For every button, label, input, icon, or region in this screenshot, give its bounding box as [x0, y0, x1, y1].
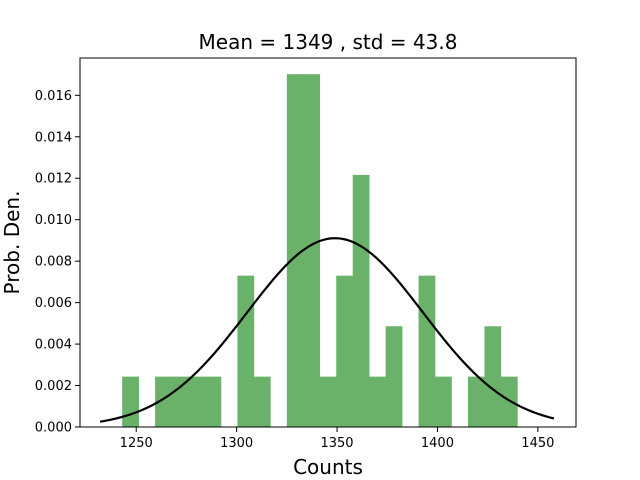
plot-frame [79, 57, 577, 428]
y-tick-label: 0.016 [35, 89, 72, 104]
histogram-bar [418, 275, 436, 427]
histogram-bar [369, 376, 386, 427]
histogram-bar [204, 376, 222, 427]
x-axis-label: Counts [293, 455, 363, 479]
y-tick-label: 0.010 [35, 213, 72, 228]
y-tick-label: 0.004 [35, 338, 72, 353]
histogram-bar [122, 376, 139, 427]
y-tick-label: 0.012 [35, 172, 72, 187]
histogram-bar [303, 74, 321, 427]
x-tick-label: 1300 [220, 436, 253, 451]
x-tick-label: 1450 [521, 436, 554, 451]
y-tick-label: 0.008 [35, 255, 72, 270]
x-tick-label: 1400 [421, 436, 454, 451]
histogram-bar [188, 376, 205, 427]
x-tick-label: 1250 [120, 436, 153, 451]
y-tick-label: 0.002 [35, 379, 72, 394]
histogram-bar [385, 326, 403, 427]
normal-fit-curve [99, 237, 555, 423]
x-axis-ticks: 1250 1300 1350 1400 1450 [120, 427, 554, 451]
histogram-bar [435, 376, 452, 427]
y-tick-label: 0.000 [35, 421, 72, 436]
histogram-bar [253, 376, 271, 427]
y-axis-label: Prob. Den. [0, 191, 24, 295]
histogram-bar [171, 376, 189, 427]
y-tick-label: 0.006 [35, 296, 72, 311]
histogram-bar [286, 74, 304, 427]
histogram-bar [319, 376, 337, 427]
histogram-bar [336, 275, 353, 427]
histogram-bar [500, 376, 518, 427]
x-tick-label: 1350 [320, 436, 353, 451]
histogram-bar [484, 326, 502, 427]
histogram-bar [467, 376, 485, 427]
y-axis-ticks: 0.000 0.002 0.004 0.006 0.008 0.010 0.012 0.014… [35, 89, 80, 436]
chart-title: Mean = 1349 , std = 43.8 [199, 30, 458, 54]
histogram-bar [155, 376, 172, 427]
histogram-bars [122, 74, 518, 427]
histogram-bar [352, 174, 370, 427]
y-tick-label: 0.014 [35, 130, 72, 145]
histogram-bar [237, 275, 255, 427]
